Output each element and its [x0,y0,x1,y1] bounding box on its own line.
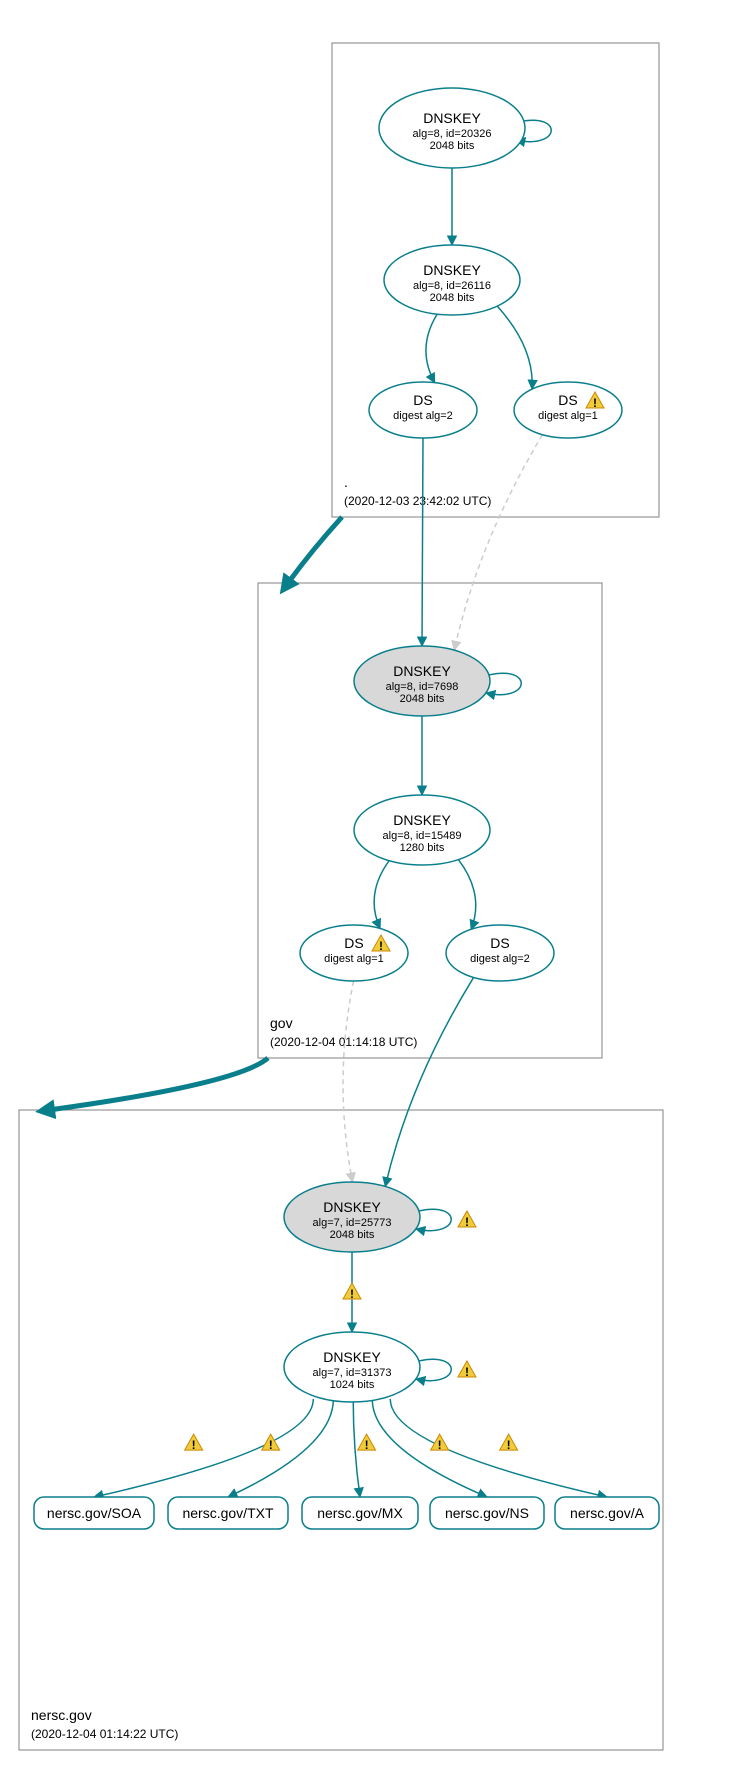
edge-govZsk-govDs1 [374,861,389,929]
node-sub2: 2048 bits [400,693,445,705]
warning-icon: ! [343,1283,361,1301]
record-label: nersc.gov/TXT [182,1505,273,1521]
svg-text:!: ! [465,1215,469,1229]
warning-icon: ! [500,1434,518,1452]
warning-icon: ! [185,1434,203,1452]
svg-text:!: ! [438,1438,442,1452]
edge-rootZsk-rootDs2 [426,314,437,383]
edge-nerscZsk-nerscZsk [416,1359,451,1380]
node-sub2: 2048 bits [430,140,475,152]
node-nerscKsk: DNSKEY alg=7, id=257732048 bits [284,1182,420,1252]
edge-govDs2-nerscKsk [385,977,473,1186]
record-3: nersc.gov/NS [430,1497,544,1529]
node-rootZsk: DNSKEY alg=8, id=261162048 bits [384,245,520,315]
node-rootDs1: DS!digest alg=1 [514,382,622,438]
node-sub1: alg=7, id=31373 [313,1367,392,1379]
dnssec-diagram: . (2020-12-03 23:42:02 UTC) gov (2020-12-04… [10,10,749,1772]
edge-govKsk-govKsk [486,673,521,694]
edge-rootDs1-govKsk [454,435,542,651]
warning-icon: ! [458,1211,476,1229]
node-title: DNSKEY [393,663,451,679]
edge-rootZsk-rootDs1 [497,306,532,389]
warning-icon: ! [458,1361,476,1379]
svg-text:!: ! [365,1438,369,1452]
node-title: DNSKEY [323,1349,381,1365]
svg-text:!: ! [465,1365,469,1379]
record-label: nersc.gov/A [570,1505,645,1521]
node-title: DS [344,935,363,951]
record-label: nersc.gov/SOA [47,1505,142,1521]
node-sub1: alg=7, id=25773 [313,1217,392,1229]
zone-timestamp-root: (2020-12-03 23:42:02 UTC) [344,494,491,508]
node-sub1: alg=8, id=7698 [386,681,459,693]
svg-text:!: ! [507,1438,511,1452]
svg-text:!: ! [192,1438,196,1452]
node-govZsk: DNSKEY alg=8, id=154891280 bits [354,795,490,865]
node-sub2: 1024 bits [330,1379,375,1391]
node-rootKsk: DNSKEY alg=8, id=203262048 bits [379,88,525,168]
node-govDs2: DS digest alg=2 [446,925,554,981]
svg-text:!: ! [269,1438,273,1452]
node-sub2: 2048 bits [330,1229,375,1241]
node-govDs1: DS!digest alg=1 [300,925,408,981]
zone-label-nersc: nersc.gov [31,1707,92,1723]
edge-govDs1-nerscKsk [343,981,354,1182]
node-title: DS [413,392,432,408]
zone-label-gov: gov [270,1015,293,1031]
node-sub1: digest alg=1 [538,410,598,422]
edge-rootDs2-govKsk [422,438,423,646]
node-sub2: 2048 bits [430,292,475,304]
record-0: nersc.gov/SOA [34,1497,154,1529]
record-2: nersc.gov/MX [302,1497,418,1529]
node-sub2: 1280 bits [400,842,445,854]
edge-nerscZsk-rec0 [94,1399,313,1497]
node-nerscZsk: DNSKEY alg=7, id=313731024 bits [284,1332,420,1402]
node-sub1: digest alg=2 [470,953,530,965]
svg-text:!: ! [379,939,383,953]
record-4: nersc.gov/A [555,1497,659,1529]
edge-nerscKsk-nerscKsk [416,1209,451,1230]
node-sub1: alg=8, id=20326 [413,128,492,140]
warning-icon: ! [358,1434,376,1452]
node-title: DNSKEY [323,1199,381,1215]
node-rootDs2: DS digest alg=2 [369,382,477,438]
zone-arrow-root-gov [288,517,342,583]
record-1: nersc.gov/TXT [168,1497,288,1529]
zone-arrow-gov-nersc [49,1058,268,1110]
record-label: nersc.gov/NS [445,1505,529,1521]
node-title: DNSKEY [423,262,481,278]
svg-text:!: ! [593,396,597,410]
edge-govZsk-govDs2 [458,860,475,930]
warning-icon: ! [262,1434,280,1452]
record-label: nersc.gov/MX [317,1505,403,1521]
node-sub1: digest alg=2 [393,410,453,422]
node-title: DS [558,392,577,408]
zone-timestamp-nersc: (2020-12-04 01:14:22 UTC) [31,1727,178,1741]
node-title: DNSKEY [393,812,451,828]
zone-label-root: . [344,474,348,490]
svg-text:!: ! [350,1287,354,1301]
node-sub1: alg=8, id=26116 [413,280,491,292]
node-title: DS [490,935,509,951]
node-sub1: digest alg=1 [324,953,384,965]
node-sub1: alg=8, id=15489 [383,830,462,842]
edge-nerscZsk-rec3 [372,1399,487,1497]
edge-nerscZsk-rec1 [228,1399,333,1497]
edge-nerscZsk-rec4 [390,1399,607,1497]
node-govKsk: DNSKEY alg=8, id=76982048 bits [354,646,490,716]
node-title: DNSKEY [423,110,481,126]
